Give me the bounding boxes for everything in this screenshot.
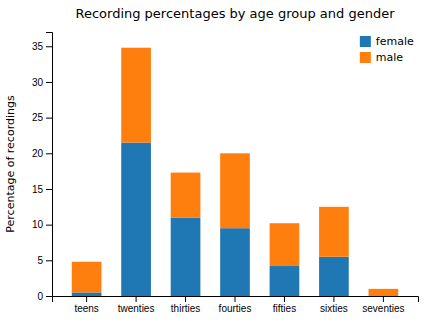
tick-label: twenties	[118, 303, 155, 314]
tick-mark	[136, 296, 137, 302]
bar	[171, 173, 201, 218]
tick-label: fourties	[219, 303, 252, 314]
series	[72, 143, 349, 296]
tick-mark	[46, 82, 52, 83]
tick: 10	[32, 219, 52, 230]
bar	[121, 48, 151, 143]
tick-label: 5	[37, 255, 43, 266]
tick-label: seventies	[362, 303, 404, 314]
tick-mark	[284, 296, 285, 302]
tick: thirties	[171, 296, 200, 314]
tick: twenties	[118, 296, 155, 314]
tick-label: 35	[32, 41, 44, 52]
tick: 25	[32, 112, 52, 123]
x-axis: teens twenties thirties fourties fifties sixt…	[53, 296, 419, 314]
tick-label: fifties	[273, 303, 296, 314]
tick: 20	[32, 148, 52, 159]
bar	[369, 289, 399, 296]
tick: 15	[32, 184, 52, 195]
tick: 5	[37, 255, 52, 266]
legend-item: male	[360, 51, 404, 64]
bar	[270, 266, 300, 296]
bar	[319, 257, 349, 296]
legend: female male	[360, 35, 414, 64]
tick-mark	[185, 296, 186, 302]
tick: 30	[32, 77, 52, 88]
tick-mark	[46, 260, 52, 261]
legend-label: female	[376, 35, 414, 48]
bar	[220, 153, 250, 228]
tick-label: 10	[32, 219, 44, 230]
tick: 35	[32, 41, 52, 52]
plot: teens twenties thirties fourties fifties sixt…	[32, 33, 419, 315]
tick-label: 15	[32, 184, 44, 195]
tick-mark	[46, 46, 52, 47]
bar	[220, 228, 250, 296]
tick-mark	[46, 296, 52, 297]
bar	[121, 143, 151, 296]
bar	[270, 223, 300, 266]
tick-label: 25	[32, 112, 44, 123]
legend-item: female	[360, 35, 414, 48]
bar	[171, 218, 201, 296]
tick-label: teens	[74, 303, 98, 314]
tick-mark	[46, 225, 52, 226]
tick-mark	[86, 296, 87, 302]
tick-label: thirties	[171, 303, 200, 314]
tick: sixties	[320, 296, 348, 314]
tick-mark	[46, 153, 52, 154]
y-axis: 0 5 10 15 20 25 30 35	[32, 33, 53, 302]
bar	[72, 262, 102, 293]
tick-label: sixties	[320, 303, 348, 314]
tick: fifties	[273, 296, 296, 314]
tick: 0	[37, 291, 52, 302]
axis-title: Percentage of recordings	[4, 95, 17, 233]
legend-swatch	[360, 36, 371, 47]
tick-label: 0	[37, 291, 43, 302]
tick-mark	[235, 296, 236, 302]
chart: teens twenties thirties fourties fifties sixt…	[0, 0, 430, 326]
bars	[72, 48, 398, 296]
legend-swatch	[360, 52, 371, 63]
bar	[319, 207, 349, 257]
tick-label: 20	[32, 148, 44, 159]
title: Recording percentages by age group and g…	[75, 6, 395, 21]
legend-label: male	[376, 51, 404, 64]
tick-mark	[46, 118, 52, 119]
bar	[72, 292, 102, 296]
series	[72, 48, 398, 296]
tick-mark	[46, 189, 52, 190]
axis-line	[46, 33, 53, 297]
tick: teens	[74, 296, 98, 314]
tick-mark	[383, 296, 384, 302]
tick: fourties	[219, 296, 252, 314]
tick-label: 30	[32, 77, 44, 88]
tick: seventies	[362, 296, 404, 314]
axis-line	[53, 297, 419, 303]
tick-mark	[333, 296, 334, 302]
